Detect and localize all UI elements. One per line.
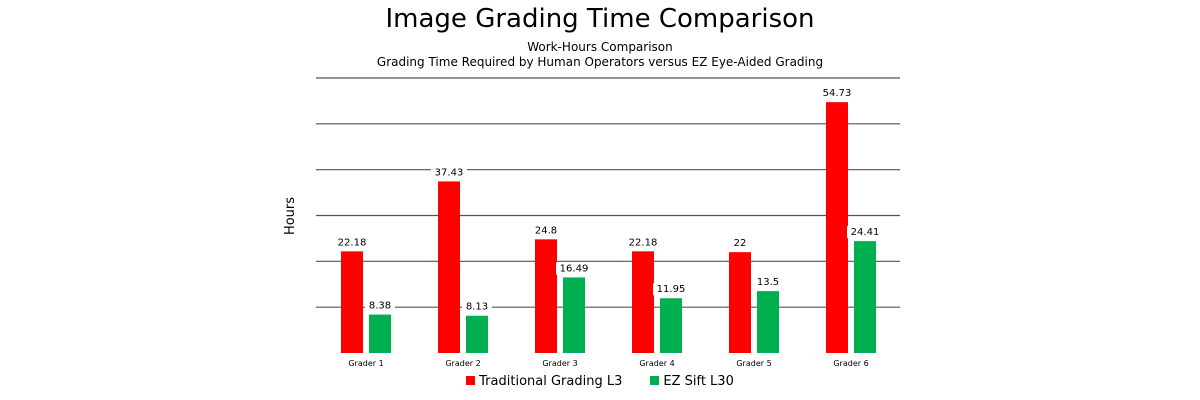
y-axis-label: Hours — [283, 197, 298, 235]
data-label-background — [334, 236, 370, 249]
legend-label: Traditional Grading L3 — [479, 374, 623, 389]
data-label: 22 — [734, 238, 747, 249]
bar-ez-sift — [466, 315, 488, 353]
data-label: 24.41 — [851, 227, 880, 238]
chart-subtitle-2: Grading Time Required by Human Operators… — [376, 55, 824, 69]
bar-ez-sift — [660, 298, 682, 353]
data-label-background — [531, 224, 561, 237]
legend-label: EZ Sift L30 — [663, 374, 734, 389]
data-label: 13.5 — [757, 277, 779, 288]
data-label-background — [431, 166, 467, 179]
data-label: 11.95 — [657, 284, 686, 295]
data-label: 22.18 — [629, 237, 658, 248]
data-label: 54.73 — [823, 88, 852, 99]
bar-ez-sift — [563, 277, 585, 353]
legend-swatch — [650, 376, 660, 385]
legend-swatch — [466, 376, 476, 385]
data-label-background — [847, 226, 883, 239]
data-label: 8.13 — [466, 302, 488, 313]
chart-title: Image Grading Time Comparison — [385, 4, 815, 34]
x-tick-label: Grader 4 — [639, 359, 674, 368]
x-tick-label: Grader 1 — [348, 359, 383, 368]
legend: Traditional Grading L3 EZ Sift L30 — [0, 374, 1200, 389]
bar-traditional — [438, 181, 460, 353]
data-label: 8.38 — [369, 301, 391, 312]
bar-traditional — [632, 251, 654, 353]
data-label: 16.49 — [560, 263, 589, 274]
x-tick-label: Grader 2 — [445, 359, 480, 368]
data-label-background — [625, 236, 661, 249]
legend-item-traditional: Traditional Grading L3 — [466, 374, 622, 389]
data-label-background — [819, 87, 855, 100]
data-label-background — [753, 276, 783, 289]
x-tick-label: Grader 5 — [736, 359, 771, 368]
data-label-background — [731, 237, 749, 250]
bar-traditional — [729, 252, 751, 353]
data-label-background — [556, 262, 592, 275]
x-tick-label: Grader 3 — [542, 359, 577, 368]
data-label-background — [365, 299, 395, 312]
data-label-background — [653, 283, 689, 296]
data-label: 37.43 — [435, 167, 464, 178]
data-label: 24.8 — [535, 225, 557, 236]
bar-traditional — [341, 251, 363, 353]
data-label-background — [462, 300, 492, 313]
legend-item-ez-sift: EZ Sift L30 — [650, 374, 734, 389]
bar-ez-sift — [854, 241, 876, 353]
x-tick-label: Grader 6 — [833, 359, 868, 368]
data-label: 22.18 — [338, 237, 367, 248]
bar-ez-sift — [757, 291, 779, 353]
chart-subtitle-1: Work-Hours Comparison — [527, 40, 673, 54]
bar-traditional — [535, 239, 557, 353]
bar-ez-sift — [369, 314, 391, 353]
bar-traditional — [826, 102, 848, 353]
